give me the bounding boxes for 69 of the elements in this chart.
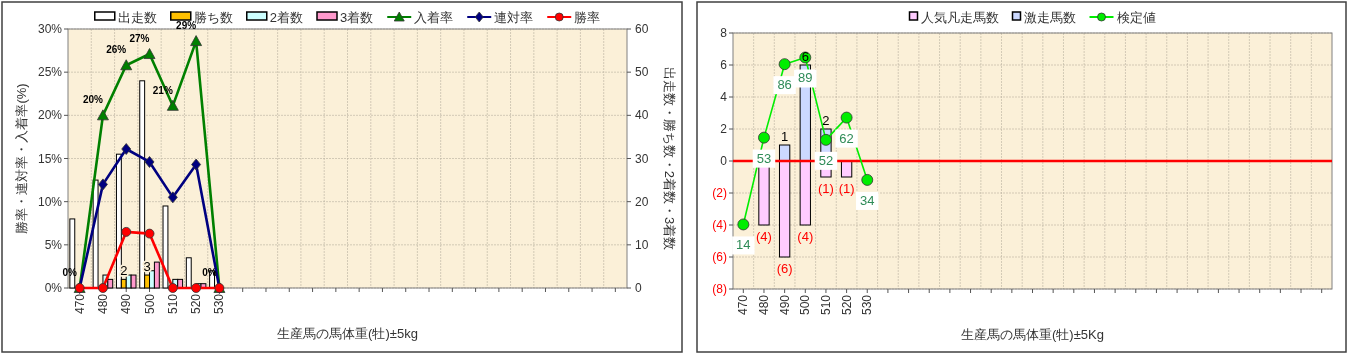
y-tick-label: 6 (720, 58, 728, 72)
y2-axis-title: 出走数・勝ち数・2着数・3着数 (662, 66, 677, 251)
x-tick-label: 470 (736, 294, 751, 316)
x-tick-label: 500 (798, 294, 813, 316)
x-tick-label: 530 (860, 294, 875, 316)
data-label: 6 (801, 49, 809, 64)
x-tick-label: 480 (95, 293, 110, 315)
y-tick-label: 20% (37, 108, 63, 123)
x-tick-label: 530 (212, 293, 227, 315)
y-tick-label: 8 (720, 26, 728, 40)
data-label: 62 (839, 130, 854, 146)
data-label: 86 (777, 77, 792, 93)
y-tick-label: 0% (44, 281, 63, 295)
data-label: 89 (798, 70, 813, 86)
y2-tick-label: 0 (635, 281, 642, 295)
data-label: 14 (736, 237, 751, 253)
y-tick-label: 15% (37, 151, 63, 166)
y-tick-label: 25% (37, 65, 63, 80)
x-tick-label: 490 (119, 293, 134, 315)
x-tick-label: 510 (165, 293, 180, 315)
x-tick-label: 510 (818, 294, 833, 316)
y-tick-label: (2) (712, 186, 727, 200)
y-tick-label: 30% (37, 22, 63, 36)
y-axis-title: 勝率・連対率・入着率(%) (14, 83, 29, 234)
y2-tick-label: 30 (635, 151, 649, 166)
data-label: 34 (860, 192, 875, 208)
y-tick-label: 2 (720, 122, 728, 136)
legend-label: 激走馬数 (1023, 10, 1076, 25)
x-tick-label: 470 (72, 293, 87, 315)
data-label: 29% (176, 20, 197, 32)
data-label: 53 (756, 150, 772, 166)
data-label: 52 (818, 152, 834, 168)
y-tick-label: (8) (712, 282, 727, 296)
data-label: (6) (776, 261, 793, 276)
x-tick-label: 520 (189, 293, 204, 315)
y-tick-label: (4) (712, 218, 727, 232)
data-label: (4) (797, 229, 814, 244)
y-tick-label: 4 (720, 90, 728, 104)
legend-label: 3着数 (340, 10, 374, 25)
legend-label: 人気凡走馬数 (920, 10, 999, 25)
data-label: (4) (756, 229, 772, 244)
y-tick-label: 10% (37, 194, 63, 209)
legend-label: 連対率 (494, 10, 534, 25)
data-label: 26% (106, 44, 127, 56)
data-label: (1) (838, 181, 855, 196)
y2-tick-label: 60 (635, 22, 649, 36)
y2-tick-label: 40 (635, 108, 649, 123)
legend-label: 出走数 (117, 10, 157, 25)
legend-label: 勝率 (574, 10, 601, 25)
y-tick-label: 0 (720, 154, 728, 168)
x-tick-label: 490 (777, 294, 792, 316)
data-label: (1) (818, 181, 834, 196)
data-label: 1 (781, 129, 789, 144)
x-tick-label: 520 (839, 294, 854, 316)
y2-tick-label: 50 (635, 65, 649, 80)
data-label: 2 (822, 113, 830, 128)
data-label: 20% (82, 94, 104, 106)
x-tick-label: 480 (756, 294, 771, 316)
data-label: 27% (129, 33, 150, 45)
legend-label: 2着数 (269, 10, 303, 25)
y2-tick-label: 10 (635, 237, 649, 252)
legend-label: 入着率 (414, 10, 454, 25)
x-axis-title: 生産馬の馬体重(牡)±5Kg (961, 327, 1104, 342)
x-axis-title: 生産馬の馬体重(牡)±5kg (277, 326, 418, 341)
legend-label: 検定値 (1116, 10, 1156, 25)
x-tick-label: 500 (142, 293, 157, 315)
y-tick-label: (6) (712, 250, 727, 264)
y2-tick-label: 20 (635, 194, 649, 209)
y-tick-label: 5% (44, 237, 63, 252)
